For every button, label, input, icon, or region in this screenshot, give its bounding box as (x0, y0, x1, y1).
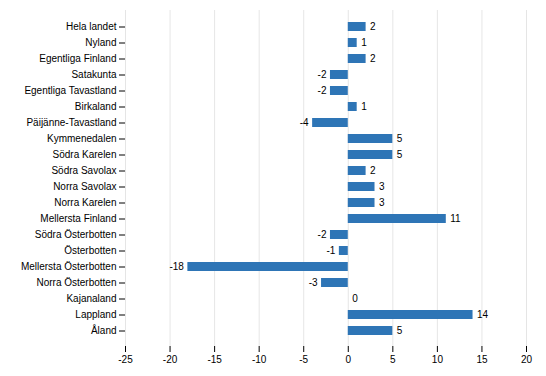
svg-text:-10: -10 (252, 354, 267, 365)
svg-text:Birkaland: Birkaland (75, 101, 117, 112)
svg-text:1: 1 (361, 101, 367, 112)
svg-text:-25: -25 (118, 354, 133, 365)
svg-text:2: 2 (370, 165, 376, 176)
svg-text:Satakunta: Satakunta (71, 69, 116, 80)
svg-text:Mellersta Finland: Mellersta Finland (40, 213, 116, 224)
svg-text:-1: -1 (326, 245, 335, 256)
svg-text:-3: -3 (309, 277, 318, 288)
svg-text:0: 0 (345, 354, 351, 365)
svg-text:-4: -4 (300, 117, 309, 128)
svg-text:11: 11 (450, 213, 461, 224)
svg-text:3: 3 (379, 181, 385, 192)
svg-text:Lappland: Lappland (75, 309, 116, 320)
svg-text:Norra Österbotten: Norra Österbotten (36, 277, 116, 288)
svg-text:Österbotten: Österbotten (64, 245, 116, 256)
svg-text:Nyland: Nyland (85, 37, 116, 48)
svg-text:-15: -15 (207, 354, 222, 365)
svg-text:Egentliga Finland: Egentliga Finland (39, 53, 116, 64)
svg-text:15: 15 (476, 354, 488, 365)
svg-text:Södra Karelen: Södra Karelen (53, 149, 117, 160)
svg-text:5: 5 (397, 325, 403, 336)
svg-text:-20: -20 (163, 354, 178, 365)
svg-text:Kajanaland: Kajanaland (66, 293, 116, 304)
svg-text:10: 10 (432, 354, 444, 365)
svg-text:-2: -2 (318, 229, 327, 240)
svg-text:20: 20 (521, 354, 533, 365)
svg-text:Södra Savolax: Södra Savolax (51, 165, 116, 176)
svg-text:Egentliga Tavastland: Egentliga Tavastland (24, 85, 116, 96)
svg-text:Åland: Åland (91, 324, 117, 336)
svg-text:Hela landet: Hela landet (66, 21, 117, 32)
svg-text:-18: -18 (169, 261, 184, 272)
svg-text:Södra Österbotten: Södra Österbotten (35, 229, 117, 240)
svg-text:14: 14 (477, 309, 489, 320)
svg-text:Mellersta Österbotten: Mellersta Österbotten (21, 261, 117, 272)
svg-text:2: 2 (370, 21, 376, 32)
svg-text:-2: -2 (318, 69, 327, 80)
svg-text:-5: -5 (299, 354, 308, 365)
svg-text:5: 5 (397, 133, 403, 144)
svg-text:1: 1 (361, 37, 367, 48)
svg-text:2: 2 (370, 53, 376, 64)
svg-text:Norra Karelen: Norra Karelen (54, 197, 116, 208)
svg-text:5: 5 (397, 149, 403, 160)
svg-text:Norra Savolax: Norra Savolax (53, 181, 116, 192)
svg-text:3: 3 (379, 197, 385, 208)
svg-text:-2: -2 (318, 85, 327, 96)
svg-text:Päijänne-Tavastland: Päijänne-Tavastland (26, 117, 116, 128)
svg-text:0: 0 (352, 293, 358, 304)
svg-text:Kymmenedalen: Kymmenedalen (47, 133, 116, 144)
svg-text:5: 5 (390, 354, 396, 365)
